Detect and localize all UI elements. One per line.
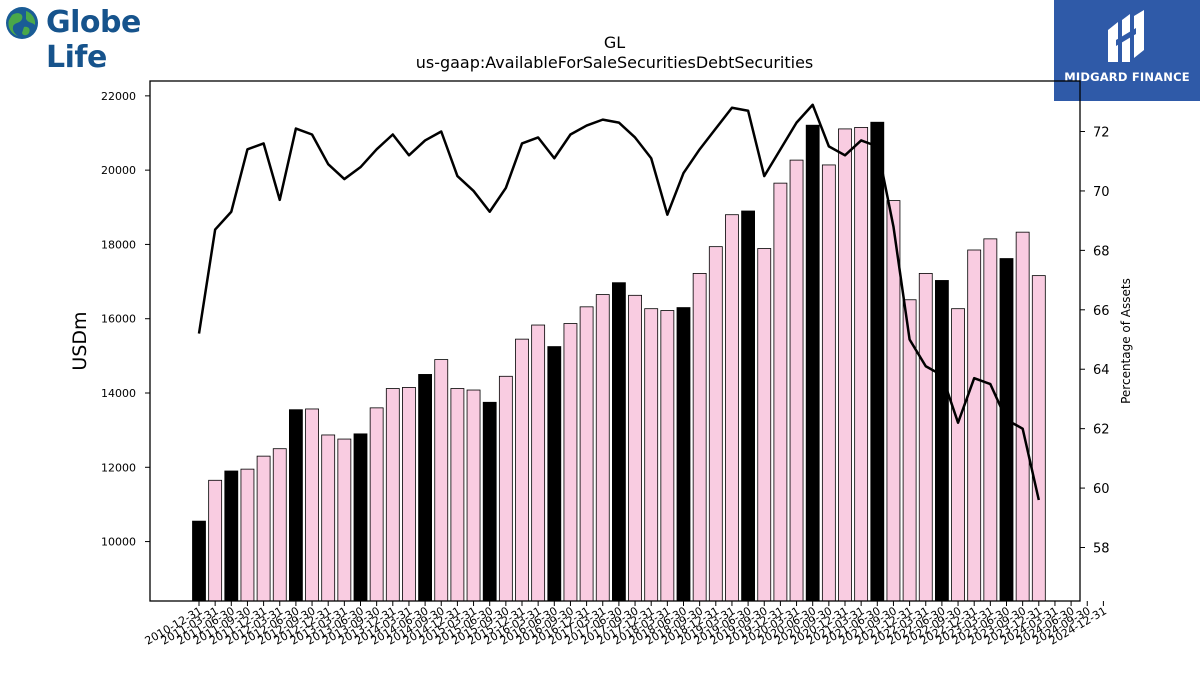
- y2-tick-label: 72: [1093, 126, 1110, 141]
- y2-tick-label: 60: [1093, 482, 1110, 497]
- midgard-emblem-icon: [1108, 10, 1144, 62]
- bar: [838, 128, 852, 602]
- bar: [256, 455, 271, 602]
- bar: [821, 164, 836, 602]
- bar: [1015, 231, 1030, 602]
- bar: [676, 307, 691, 602]
- bar: [192, 520, 206, 602]
- bar: [773, 182, 788, 602]
- y2-tick-label: 70: [1093, 185, 1110, 200]
- bar: [418, 374, 433, 602]
- bar: [563, 323, 578, 602]
- bar: [967, 249, 982, 602]
- bar: [240, 468, 255, 602]
- y-tick-label: 20000: [101, 164, 136, 177]
- y2-tick-label: 68: [1093, 244, 1110, 259]
- bar: [337, 438, 352, 602]
- bar: [789, 159, 804, 602]
- bar: [531, 324, 546, 602]
- bar: [450, 388, 465, 602]
- midgard-wordmark: MIDGARD FINANCE: [1064, 70, 1190, 84]
- bar: [660, 310, 675, 602]
- bar: [434, 359, 449, 602]
- bar: [515, 338, 529, 602]
- y-tick-label: 12000: [101, 461, 136, 474]
- bar: [612, 282, 626, 602]
- bar: [321, 434, 336, 602]
- bar: [498, 375, 513, 602]
- y-tick-label: 10000: [101, 536, 136, 549]
- y-tick-label: 14000: [101, 387, 136, 400]
- bar: [353, 433, 368, 602]
- bar: [935, 280, 949, 602]
- y-tick-label: 22000: [101, 90, 136, 103]
- y-tick-label: 16000: [101, 313, 136, 326]
- bar: [402, 387, 416, 602]
- bar: [983, 238, 998, 602]
- bar: [579, 306, 594, 602]
- bar: [272, 448, 287, 602]
- globe-icon: [6, 7, 38, 39]
- chart-subtitle: us-gaap:AvailableForSaleSecuritiesDebtSe…: [415, 53, 814, 72]
- midgard-finance-logo: MIDGARD FINANCE: [1054, 0, 1200, 101]
- bar: [692, 272, 707, 602]
- y-tick-label: 18000: [101, 238, 136, 251]
- bar: [288, 409, 303, 602]
- bar: [805, 124, 820, 602]
- bar: [305, 408, 319, 602]
- pct-assets-line: [197, 103, 1041, 501]
- bar: [224, 470, 239, 602]
- bar: [999, 258, 1014, 602]
- bar: [854, 127, 869, 602]
- chart-title: GL: [603, 33, 626, 52]
- bar: [951, 308, 965, 602]
- bar: [385, 388, 400, 602]
- bar: [725, 214, 739, 602]
- y2-tick-label: 66: [1093, 304, 1110, 319]
- bar: [1031, 275, 1046, 602]
- y2-tick-label: 64: [1093, 363, 1110, 378]
- bar: [547, 346, 562, 602]
- logo-wordmark: Globe Life: [46, 5, 141, 75]
- bar: [466, 389, 481, 602]
- y2-tick-label: 62: [1093, 423, 1110, 438]
- bar: [708, 246, 723, 602]
- bar: [595, 294, 610, 602]
- bar: [757, 248, 772, 602]
- bar: [918, 272, 933, 602]
- globe-life-logo: Globe Life: [4, 3, 204, 75]
- bar: [741, 210, 755, 602]
- bar: [628, 294, 642, 602]
- bar: [870, 121, 885, 602]
- bar: [369, 407, 384, 602]
- bar: [644, 308, 659, 602]
- y2-axis-label: Percentage of Assets: [1119, 278, 1133, 404]
- bar: [482, 401, 497, 602]
- plot-frame: [149, 80, 1081, 602]
- y2-tick-label: 58: [1093, 542, 1110, 557]
- y-axis-label: USDm: [69, 311, 91, 370]
- bar: [208, 479, 223, 602]
